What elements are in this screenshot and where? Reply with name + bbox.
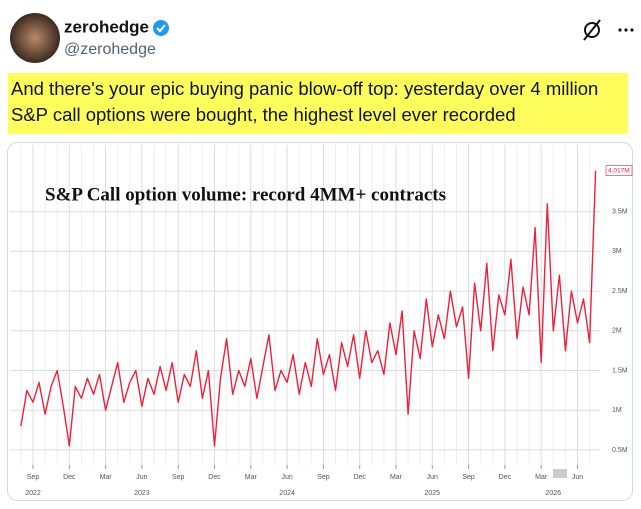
x-tick-label: Jun — [572, 474, 583, 481]
chart-title: S&P Call option volume: record 4MM+ cont… — [45, 184, 446, 205]
x-tick-label: Mar — [100, 474, 113, 481]
x-tick-label: Sep — [317, 474, 330, 481]
x-tick-label: Dec — [63, 474, 76, 481]
user-name[interactable]: zerohedge — [64, 17, 149, 36]
x-year-label: 2026 — [546, 490, 562, 497]
y-tick-label: 1.5M — [612, 367, 628, 374]
tweet-text: S&P call options were bought, the highes… — [11, 104, 516, 125]
x-year-label: 2023 — [134, 490, 150, 497]
y-tick-label: 2M — [612, 328, 622, 335]
x-tick-label: Dec — [208, 474, 221, 481]
x-tick-label: Dec — [499, 474, 512, 481]
highlight — [8, 73, 628, 134]
value-label: 4.017M — [608, 167, 630, 174]
value-label-box — [605, 165, 633, 176]
logo — [553, 469, 567, 478]
more-button[interactable] — [618, 28, 634, 32]
x-tick-label: Mar — [390, 474, 403, 481]
avatar[interactable] — [10, 13, 60, 63]
x-tick-label: Dec — [353, 474, 366, 481]
y-tick-label: 0.5M — [612, 447, 628, 454]
data-line — [20, 170, 597, 447]
x-tick-label: Mar — [245, 474, 258, 481]
x-tick-label: Jun — [136, 474, 147, 481]
y-tick-label: 1M — [612, 407, 622, 414]
y-tick-label: 2.5M — [612, 288, 628, 295]
x-year-label: 2025 — [425, 490, 441, 497]
y-tick-label: 3.5M — [612, 209, 628, 216]
x-tick-label: Sep — [462, 474, 475, 481]
x-tick-label: Sep — [27, 474, 40, 481]
x-year-label: 2024 — [279, 490, 295, 497]
x-tick-label: Mar — [535, 474, 548, 481]
verified-badge — [153, 20, 169, 36]
x-tick-label: Sep — [172, 474, 185, 481]
grok-icon[interactable] — [583, 19, 601, 41]
user-handle[interactable]: @zerohedge — [64, 41, 156, 58]
media-frame[interactable] — [7, 142, 633, 501]
x-tick-label: Jun — [281, 474, 292, 481]
x-year-label: 2022 — [25, 490, 41, 497]
y-tick-label: 3M — [612, 248, 622, 255]
x-tick-label: Jun — [427, 474, 438, 481]
tweet-text: And there's your epic buying panic blow-… — [11, 78, 598, 99]
